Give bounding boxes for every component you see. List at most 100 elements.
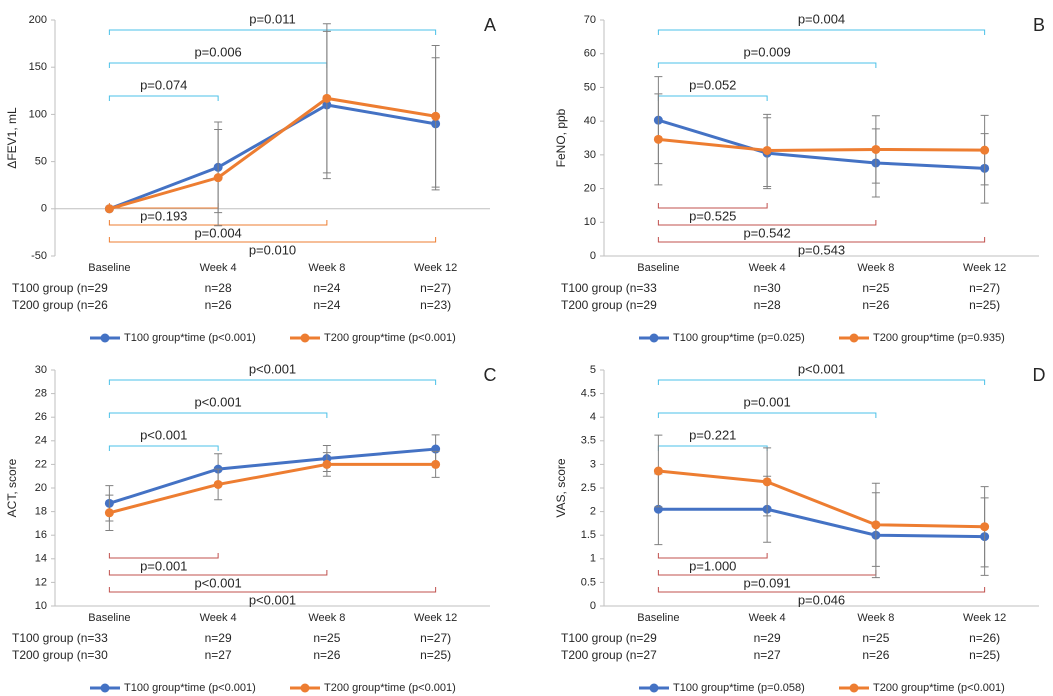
upper-bracket [657, 62, 877, 68]
y-tick-label: 50 [35, 156, 47, 168]
y-tick-label: 24 [35, 435, 47, 447]
legend-label: T200 group*time (p<0.001) [324, 682, 456, 694]
y-tick-label: 1 [590, 553, 596, 565]
n-value: n=25) [969, 648, 1000, 662]
n-value: n=26 [862, 298, 889, 312]
legend-marker [649, 683, 659, 693]
n-value: n=30 [754, 281, 781, 295]
n-value: n=26 [313, 648, 340, 662]
y-tick-label: 0.5 [581, 576, 596, 588]
legend-label: T100 group*time (p<0.001) [124, 682, 256, 694]
y-axis-label: ACT, score [5, 458, 19, 517]
n-row-label: T100 group (n=33 [12, 631, 108, 645]
y-tick-label: 10 [584, 216, 596, 228]
panel: 0 10 20 30 40 50 60 70 FeNO, ppb B Baseline Week 4 W… [554, 11, 1045, 343]
p-value: p=0.011 [249, 11, 295, 26]
n-value: n=24 [313, 298, 340, 312]
upper-bracket [108, 29, 437, 35]
y-tick-label: 26 [35, 411, 47, 423]
y-tick-label: 70 [584, 14, 596, 26]
y-tick-label: 16 [35, 529, 47, 541]
y-axis-label: FeNO, ppb [554, 108, 568, 167]
x-tick-label: Week 12 [963, 262, 1006, 274]
series-line [658, 507, 985, 539]
p-value: p=0.525 [689, 208, 736, 223]
marker [431, 459, 441, 469]
y-tick-label: 18 [35, 506, 47, 518]
upper-bracket [657, 379, 986, 385]
lower-bracket [108, 587, 437, 593]
legend-label: T200 group*time (p<0.001) [324, 332, 456, 344]
y-tick-label: -50 [31, 250, 47, 262]
x-tick-label: Week 8 [857, 612, 894, 624]
series-line [108, 447, 436, 505]
marker [871, 520, 881, 530]
n-row-label: T200 group (n=30 [12, 648, 108, 662]
y-tick-label: 22 [35, 458, 47, 470]
p-value: p=0.543 [798, 242, 845, 257]
p-value: p=0.004 [798, 11, 845, 26]
legend-marker [849, 683, 859, 693]
p-value: p=0.006 [194, 44, 241, 59]
n-row-label: T200 group (n=29 [561, 298, 657, 312]
p-value: p=0.074 [140, 77, 187, 92]
x-tick-label: Week 4 [200, 262, 237, 274]
p-value: p=0.010 [249, 242, 296, 257]
marker [213, 173, 223, 183]
n-row-label: T100 group (n=33 [561, 281, 657, 295]
marker [322, 459, 332, 469]
marker [980, 145, 990, 155]
x-tick-label: Week 12 [414, 262, 457, 274]
n-row-label: T200 group (n=27 [561, 648, 657, 662]
p-value: p=0.001 [140, 558, 187, 573]
y-tick-label: 0 [590, 600, 596, 612]
y-tick-label: 12 [35, 576, 47, 588]
n-value: n=27 [205, 648, 232, 662]
lower-bracket [108, 570, 328, 576]
legend-label: T100 group*time (p<0.001) [124, 332, 256, 344]
y-tick-label: 4.5 [581, 388, 596, 400]
n-value: n=29 [205, 631, 232, 645]
lower-bracket [108, 237, 437, 243]
p-value: p=0.046 [798, 592, 845, 607]
y-tick-label: 1.5 [581, 529, 596, 541]
series-line [108, 103, 436, 211]
marker [762, 145, 772, 155]
y-tick-label: 3.5 [581, 435, 596, 447]
lower-bracket [657, 553, 768, 559]
upper-bracket [108, 412, 328, 418]
y-tick-label: 30 [35, 364, 47, 376]
marker [213, 479, 223, 489]
n-value: n=27) [420, 631, 451, 645]
legend-marker [300, 333, 310, 343]
legend-marker [100, 333, 110, 343]
lower-bracket [108, 553, 219, 559]
marker [104, 204, 114, 214]
p-value: p=0.001 [743, 394, 790, 409]
n-row-label: T200 group (n=26 [12, 298, 108, 312]
marker [653, 134, 663, 144]
p-value: p=0.004 [194, 225, 241, 240]
upper-bracket [108, 62, 328, 68]
legend-marker [100, 683, 110, 693]
marker [980, 522, 990, 532]
p-value: p<0.001 [194, 575, 241, 590]
legend-label: T200 group*time (p=0.935) [873, 332, 1005, 344]
p-value: p<0.001 [140, 427, 187, 442]
y-tick-label: 100 [29, 108, 47, 120]
n-row-label: T100 group (n=29 [12, 281, 108, 295]
x-tick-label: Baseline [88, 612, 130, 624]
x-tick-label: Baseline [637, 612, 679, 624]
p-value: p<0.001 [249, 361, 296, 376]
upper-bracket [657, 445, 768, 451]
n-value: n=26 [205, 298, 232, 312]
x-tick-label: Week 8 [308, 262, 345, 274]
n-value: n=25 [862, 631, 889, 645]
legend-marker [300, 683, 310, 693]
marker [871, 144, 881, 154]
y-tick-label: 2.5 [581, 482, 596, 494]
x-tick-label: Baseline [637, 262, 679, 274]
x-tick-label: Week 4 [200, 612, 237, 624]
legend-marker [649, 333, 659, 343]
upper-bracket [108, 95, 219, 101]
